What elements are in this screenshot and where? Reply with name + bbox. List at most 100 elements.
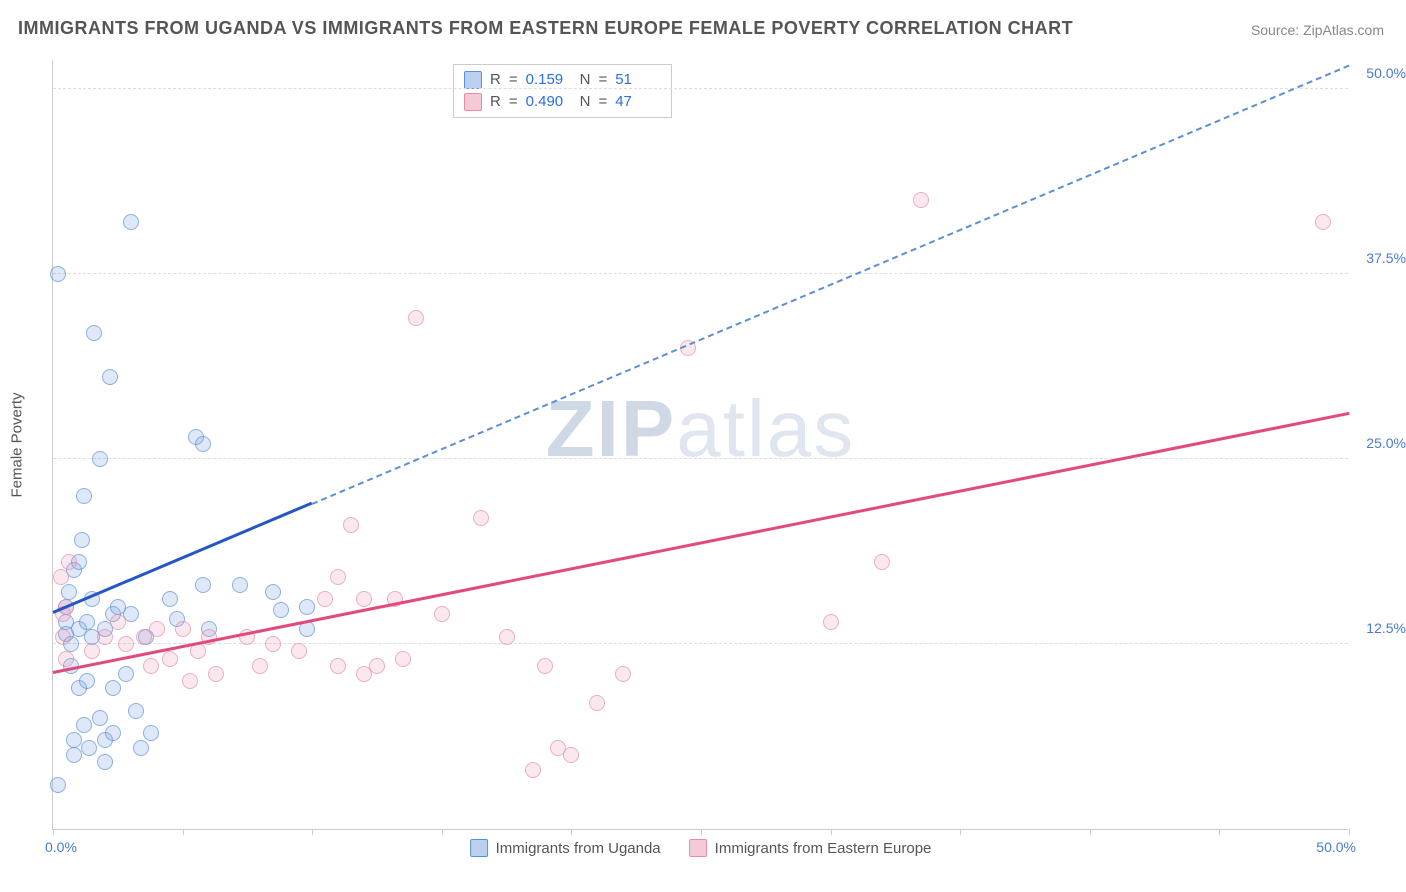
data-point <box>356 591 372 607</box>
correlation-legend: R = 0.159 N = 51 R = 0.490 N = 47 <box>453 64 672 118</box>
y-tick-label: 12.5% <box>1366 620 1406 636</box>
data-point <box>81 740 97 756</box>
data-point <box>175 621 191 637</box>
data-point <box>317 591 333 607</box>
data-point <box>537 658 553 674</box>
data-point <box>874 554 890 570</box>
data-point <box>615 666 631 682</box>
data-point <box>299 599 315 615</box>
data-point <box>408 310 424 326</box>
legend-equals: = <box>598 91 607 113</box>
legend-swatch-icon <box>689 839 707 857</box>
data-point <box>823 614 839 630</box>
trend-line <box>53 411 1350 673</box>
x-axis-max-label: 50.0% <box>1316 839 1356 855</box>
x-tick <box>53 829 54 835</box>
data-point <box>97 754 113 770</box>
data-point <box>123 214 139 230</box>
data-point <box>76 488 92 504</box>
legend-swatch-icon <box>464 93 482 111</box>
data-point <box>343 517 359 533</box>
x-tick <box>1090 829 1091 835</box>
gridline <box>53 88 1348 89</box>
data-point <box>86 325 102 341</box>
chart-title: IMMIGRANTS FROM UGANDA VS IMMIGRANTS FRO… <box>18 18 1073 39</box>
data-point <box>330 658 346 674</box>
y-tick-label: 37.5% <box>1366 250 1406 266</box>
legend-r-value: 0.490 <box>526 91 572 113</box>
gridline <box>53 273 1348 274</box>
data-point <box>589 695 605 711</box>
legend-r-label: R <box>490 91 501 113</box>
data-point <box>105 680 121 696</box>
watermark: ZIPatlas <box>546 383 855 475</box>
data-point <box>369 658 385 674</box>
data-point <box>434 606 450 622</box>
data-point <box>79 614 95 630</box>
data-point <box>273 602 289 618</box>
data-point <box>76 717 92 733</box>
data-point <box>232 577 248 593</box>
legend-item-label: Immigrants from Uganda <box>496 840 661 857</box>
data-point <box>330 569 346 585</box>
series-legend: Immigrants from Uganda Immigrants from E… <box>470 839 932 857</box>
data-point <box>143 658 159 674</box>
data-point <box>182 673 198 689</box>
y-tick-label: 50.0% <box>1366 65 1406 81</box>
data-point <box>79 673 95 689</box>
data-point <box>395 651 411 667</box>
data-point <box>133 740 149 756</box>
data-point <box>50 266 66 282</box>
data-point <box>195 577 211 593</box>
x-tick <box>831 829 832 835</box>
legend-item-label: Immigrants from Eastern Europe <box>715 840 932 857</box>
data-point <box>74 532 90 548</box>
data-point <box>102 369 118 385</box>
x-tick <box>312 829 313 835</box>
legend-n-label: N <box>580 91 591 113</box>
data-point <box>61 584 77 600</box>
x-tick <box>183 829 184 835</box>
data-point <box>92 710 108 726</box>
data-point <box>162 651 178 667</box>
data-point <box>473 510 489 526</box>
legend-n-value: 47 <box>615 91 661 113</box>
y-axis-title: Female Poverty <box>9 392 26 497</box>
data-point <box>110 614 126 630</box>
x-tick <box>571 829 572 835</box>
data-point <box>208 666 224 682</box>
trend-line <box>312 64 1350 504</box>
data-point <box>143 725 159 741</box>
data-point <box>84 643 100 659</box>
data-point <box>55 629 71 645</box>
data-point <box>61 554 77 570</box>
legend-item: Immigrants from Eastern Europe <box>689 839 932 857</box>
data-point <box>149 621 165 637</box>
legend-row: R = 0.490 N = 47 <box>464 91 661 113</box>
data-point <box>97 629 113 645</box>
data-point <box>58 651 74 667</box>
source-label: Source: ZipAtlas.com <box>1251 22 1384 38</box>
data-point <box>66 747 82 763</box>
data-point <box>563 747 579 763</box>
data-point <box>265 636 281 652</box>
x-tick <box>960 829 961 835</box>
x-tick <box>1219 829 1220 835</box>
data-point <box>162 591 178 607</box>
y-tick-label: 25.0% <box>1366 435 1406 451</box>
data-point <box>195 436 211 452</box>
x-tick <box>442 829 443 835</box>
data-point <box>66 732 82 748</box>
data-point <box>118 636 134 652</box>
legend-swatch-icon <box>464 71 482 89</box>
gridline <box>53 458 1348 459</box>
data-point <box>499 629 515 645</box>
data-point <box>128 703 144 719</box>
legend-item: Immigrants from Uganda <box>470 839 661 857</box>
data-point <box>525 762 541 778</box>
legend-equals: = <box>509 91 518 113</box>
data-point <box>53 569 69 585</box>
data-point <box>92 451 108 467</box>
data-point <box>265 584 281 600</box>
data-point <box>252 658 268 674</box>
